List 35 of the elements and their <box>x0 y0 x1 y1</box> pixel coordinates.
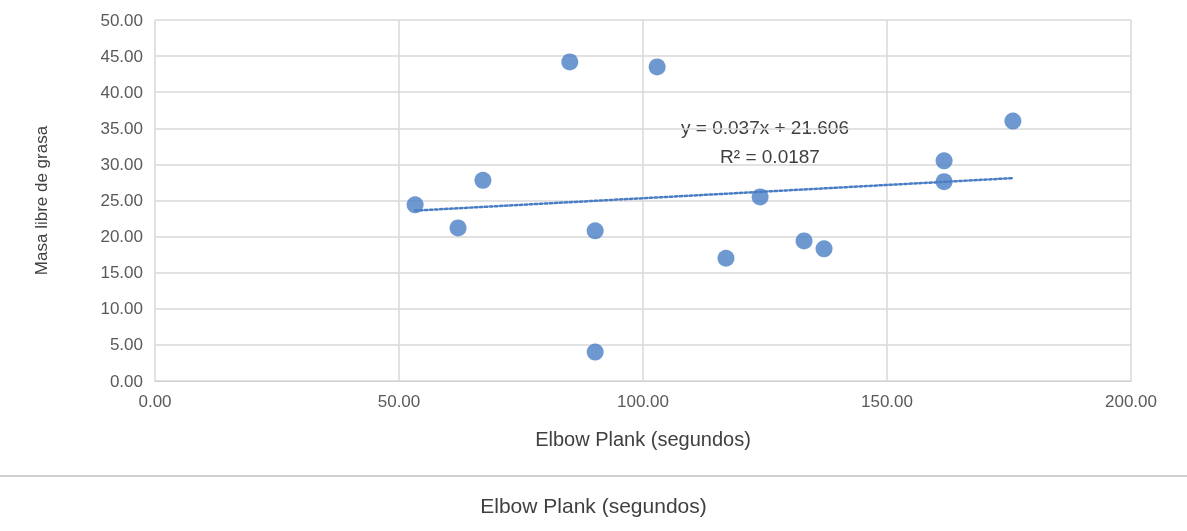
y-tick-label: 30.00 <box>100 154 143 174</box>
point <box>815 240 833 258</box>
y-tick-label: 5.00 <box>109 335 143 355</box>
annotation: R² = 0.0187 <box>720 146 820 167</box>
x-tick-label: 50.00 <box>377 392 421 411</box>
point <box>935 173 953 191</box>
x-tick-label: 200.00 <box>1105 392 1157 411</box>
y-axis-title: Masa libre de grasa <box>32 125 51 276</box>
point <box>1004 112 1022 130</box>
y-tick-label: 25.00 <box>100 191 143 210</box>
point <box>935 152 953 170</box>
x-axis-title: Elbow Plank (segundos) <box>535 428 751 450</box>
point <box>474 171 492 189</box>
x-tick-label: 0.00 <box>138 392 172 411</box>
y-tick-label: 0.00 <box>109 371 143 391</box>
y-tick-label: 40.00 <box>100 82 143 102</box>
point <box>648 58 666 76</box>
y-tick-label: 10.00 <box>100 299 143 319</box>
annotation: y = 0.037x + 21.606 <box>681 117 849 138</box>
point <box>717 249 735 267</box>
y-tick-label: 15.00 <box>100 263 143 283</box>
x-tick-label: 100.00 <box>617 392 669 411</box>
y-tick-label: 50.00 <box>100 10 143 30</box>
point <box>795 232 813 250</box>
point <box>751 188 769 206</box>
y-tick-label: 20.00 <box>100 227 143 247</box>
y-tick-label: 35.00 <box>100 118 143 138</box>
text: Elbow Plank (segundos) <box>480 494 707 517</box>
point <box>406 196 424 214</box>
y-tick-label: 45.00 <box>100 46 143 66</box>
point <box>586 343 604 361</box>
x-tick-label: 150.00 <box>861 392 913 411</box>
point <box>561 53 579 71</box>
point <box>449 219 467 237</box>
point <box>586 222 604 240</box>
